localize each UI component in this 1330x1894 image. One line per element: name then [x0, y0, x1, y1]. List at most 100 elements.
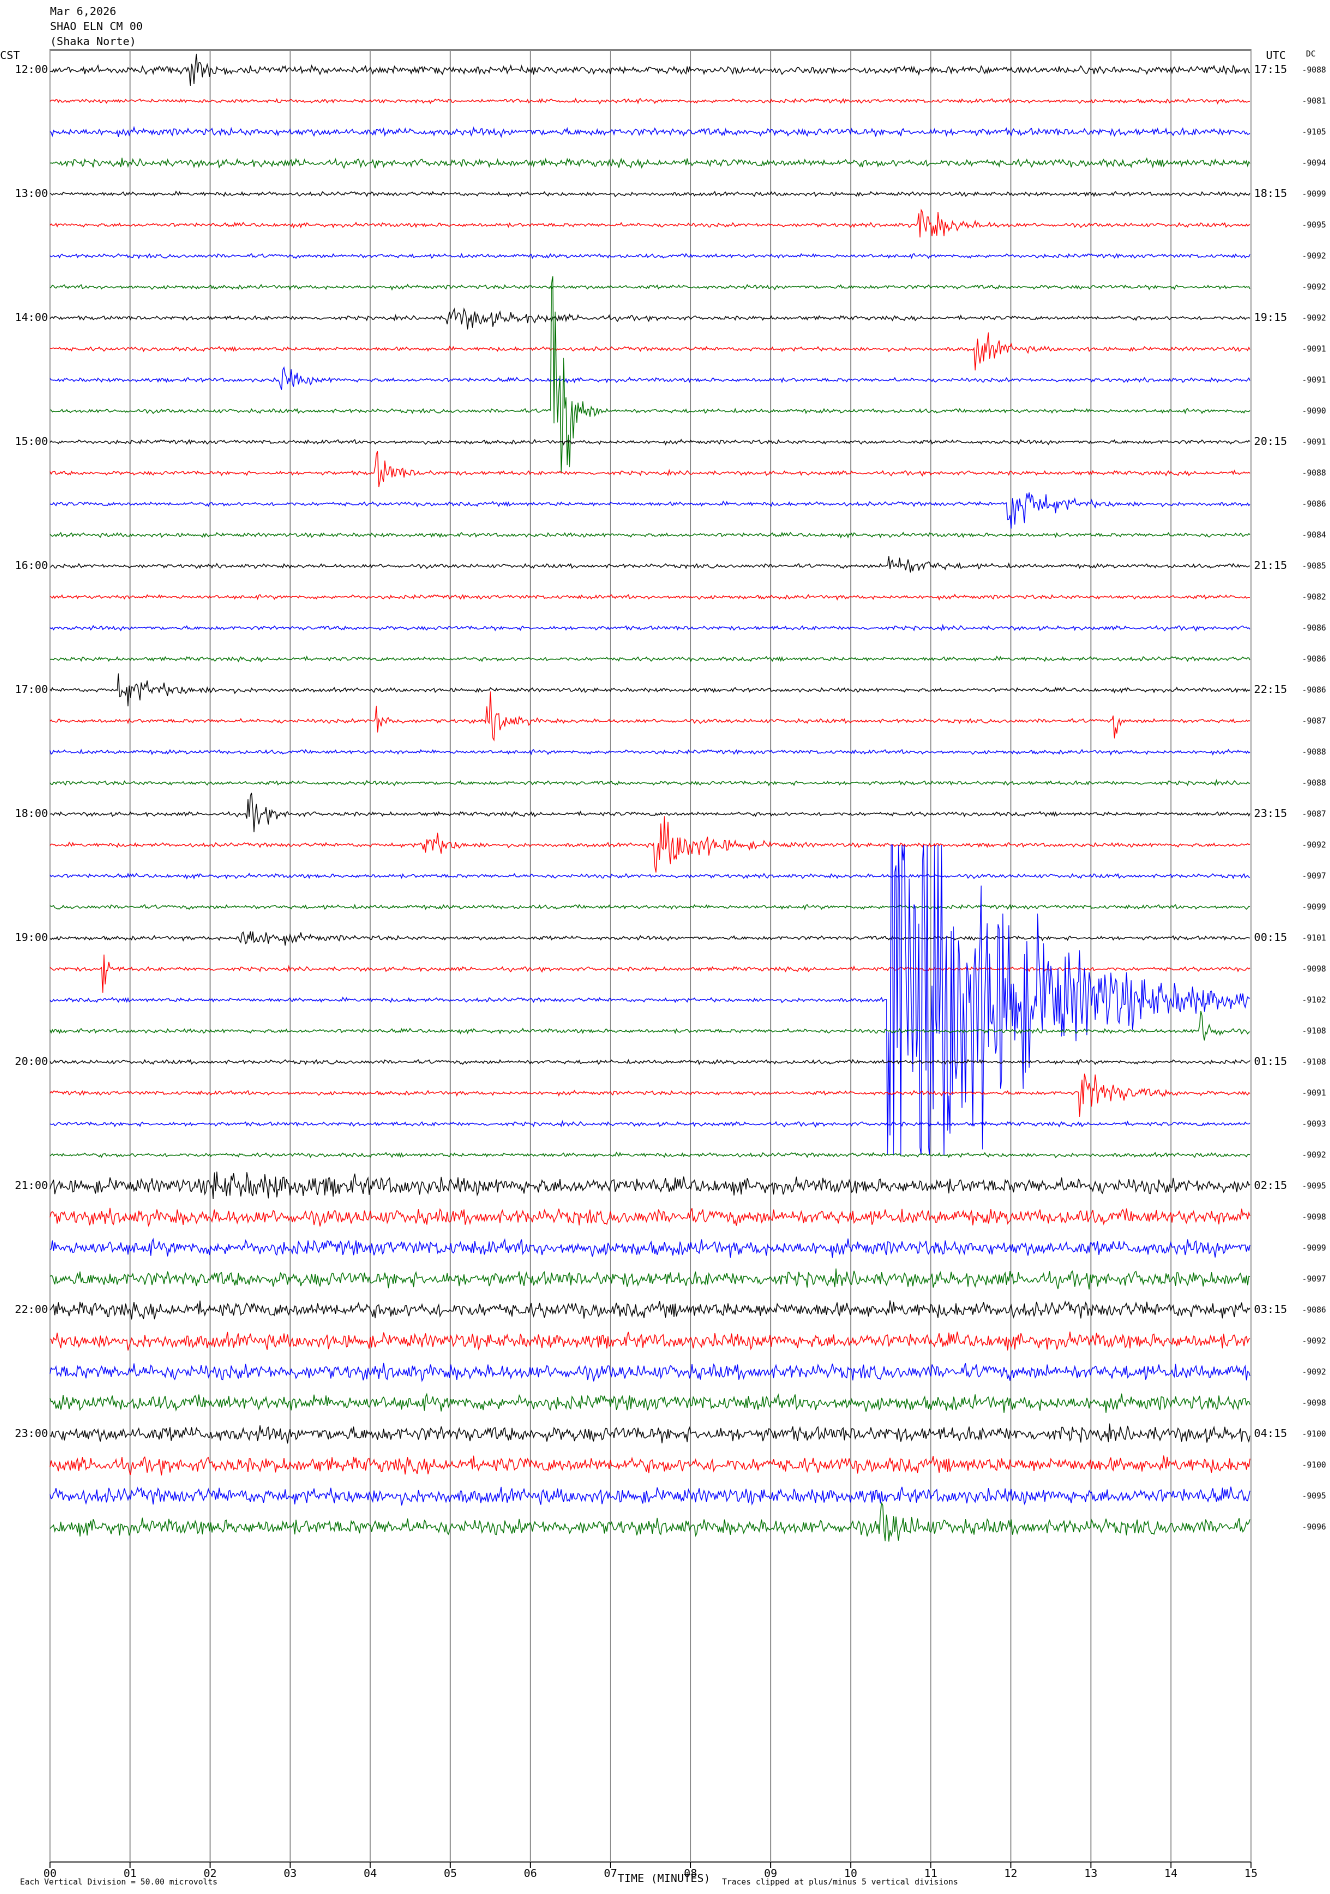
- dc-value: -9092: [1302, 1337, 1326, 1346]
- trace: [49, 844, 1251, 1156]
- trace: [49, 451, 1251, 488]
- trace: [49, 283, 1251, 291]
- left-time: 18:00: [15, 807, 48, 820]
- right-time: 04:15: [1254, 1427, 1287, 1440]
- trace: [49, 97, 1251, 105]
- trace: [49, 748, 1251, 756]
- dc-value: -9091: [1302, 438, 1326, 447]
- left-time: 16:00: [15, 559, 48, 572]
- dc-value: -9092: [1302, 841, 1326, 850]
- dc-value: -9092: [1302, 283, 1326, 292]
- dc-value: -9088: [1302, 779, 1326, 788]
- dc-value: -9108: [1302, 1027, 1326, 1036]
- trace: [49, 1501, 1251, 1542]
- dc-value: -9097: [1302, 1275, 1326, 1284]
- left-time: 19:00: [15, 931, 48, 944]
- left-axis-label: CST: [0, 49, 20, 62]
- dc-value: -9081: [1302, 97, 1326, 106]
- left-time: 15:00: [15, 435, 48, 448]
- right-time: 02:15: [1254, 1179, 1287, 1192]
- trace: [49, 1331, 1251, 1351]
- dc-value: -9098: [1302, 1213, 1326, 1222]
- x-tick-label: 07: [604, 1867, 617, 1880]
- trace: [49, 252, 1251, 260]
- dc-value: -9086: [1302, 1306, 1326, 1315]
- right-time: 00:15: [1254, 931, 1287, 944]
- dc-value: -9084: [1302, 531, 1326, 540]
- plot-frame: [49, 49, 1252, 1863]
- dc-value: -9099: [1302, 190, 1326, 199]
- trace: [49, 438, 1251, 446]
- x-tick-label: 01: [123, 1867, 136, 1880]
- trace: [49, 1455, 1251, 1476]
- dc-value: -9091: [1302, 376, 1326, 385]
- right-time: 18:15: [1254, 187, 1287, 200]
- left-time: 20:00: [15, 1055, 48, 1068]
- trace: [49, 190, 1251, 198]
- trace: [49, 555, 1251, 573]
- trace: [49, 332, 1251, 371]
- trace: [49, 954, 1251, 993]
- x-tick-label: 14: [1164, 1867, 1178, 1880]
- dc-value: -9093: [1302, 1120, 1326, 1129]
- trace: [49, 792, 1251, 833]
- dc-value: -9102: [1302, 996, 1326, 1005]
- trace: [49, 125, 1251, 139]
- dc-value: -9086: [1302, 500, 1326, 509]
- station-name: (Shaka Norte): [50, 35, 136, 48]
- right-time: 23:15: [1254, 807, 1287, 820]
- dc-value: -9094: [1302, 159, 1326, 168]
- dc-value: -9097: [1302, 872, 1326, 881]
- dc-value: -9100: [1302, 1461, 1326, 1470]
- dc-value: -9101: [1302, 934, 1326, 943]
- x-tick-label: 00: [43, 1867, 56, 1880]
- dc-value: -9086: [1302, 655, 1326, 664]
- trace: [49, 691, 1251, 742]
- dc-value: -9098: [1302, 1399, 1326, 1408]
- dc-value: -9095: [1302, 1492, 1326, 1501]
- trace: [49, 1119, 1251, 1128]
- x-tick-label: 05: [444, 1867, 457, 1880]
- dc-label: DC: [1306, 50, 1316, 59]
- dc-value: -9092: [1302, 314, 1326, 323]
- trace: [49, 492, 1251, 529]
- trace: [49, 1237, 1251, 1258]
- x-tick-label: 15: [1244, 1867, 1257, 1880]
- x-tick-label: 02: [204, 1867, 217, 1880]
- right-time: 19:15: [1254, 311, 1287, 324]
- left-time: 12:00: [15, 63, 48, 76]
- left-time: 23:00: [15, 1427, 48, 1440]
- trace: [49, 872, 1251, 880]
- date: Mar 6,2026: [50, 5, 116, 18]
- left-time: 14:00: [15, 311, 48, 324]
- x-tick-label: 04: [364, 1867, 378, 1880]
- right-time: 22:15: [1254, 683, 1287, 696]
- x-tick-label: 11: [924, 1867, 937, 1880]
- left-time: 22:00: [15, 1303, 48, 1316]
- left-time: 17:00: [15, 683, 48, 696]
- trace: [49, 1300, 1251, 1320]
- trace: [49, 1058, 1251, 1066]
- dc-value: -9108: [1302, 1058, 1326, 1067]
- right-time: 01:15: [1254, 1055, 1287, 1068]
- trace: [49, 623, 1251, 632]
- right-time: 17:15: [1254, 63, 1287, 76]
- dc-value: -9091: [1302, 1089, 1326, 1098]
- trace: [49, 1362, 1251, 1383]
- trace: [50, 655, 1251, 663]
- right-time: 03:15: [1254, 1303, 1287, 1316]
- trace: [49, 1073, 1251, 1118]
- dc-value: -9088: [1302, 748, 1326, 757]
- dc-value: -9099: [1302, 1244, 1326, 1253]
- dc-value: -9090: [1302, 407, 1326, 416]
- dc-value: -9086: [1302, 624, 1326, 633]
- right-axis-label: UTC: [1266, 49, 1286, 62]
- dc-value: -9085: [1302, 562, 1326, 571]
- dc-value: -9092: [1302, 1368, 1326, 1377]
- trace: [49, 366, 1251, 390]
- dc-value: -9082: [1302, 593, 1326, 602]
- dc-value: -9095: [1302, 221, 1326, 230]
- dc-value: -9088: [1302, 66, 1326, 75]
- trace: [49, 531, 1251, 539]
